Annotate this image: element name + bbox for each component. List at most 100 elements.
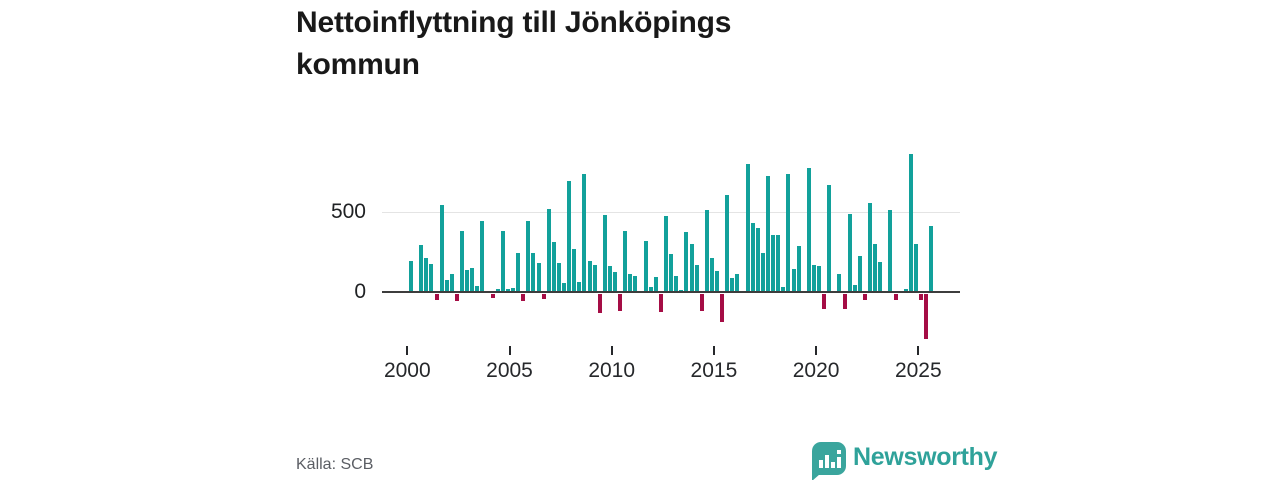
bar-2008Q3 — [582, 173, 587, 293]
logo-exclamation-dot-icon — [837, 450, 841, 454]
x-tick-2005 — [508, 346, 511, 355]
bar-2009Q3 — [602, 215, 607, 293]
bar-2003Q1 — [470, 267, 475, 293]
bar-2017Q1 — [755, 228, 760, 293]
bar-2006Q4 — [546, 208, 551, 293]
logo-bubble-tail — [812, 474, 820, 480]
bar-2004Q1 — [490, 294, 495, 299]
bar-2004Q4 — [505, 288, 510, 293]
bar-2022Q1 — [857, 255, 862, 293]
bar-2005Q3 — [521, 294, 526, 302]
bar-2010Q2 — [618, 294, 623, 311]
bar-2011Q4 — [648, 287, 653, 293]
bar-2016Q4 — [750, 223, 755, 293]
bar-2018Q3 — [786, 173, 791, 293]
bar-2022Q2 — [862, 294, 867, 301]
x-tick-2020 — [815, 346, 818, 355]
bar-2012Q4 — [669, 254, 674, 293]
bar-2011Q1 — [633, 275, 638, 293]
bar-2009Q2 — [597, 294, 602, 313]
bar-2019Q3 — [806, 168, 811, 293]
bar-2014Q1 — [694, 265, 699, 293]
bar-2014Q3 — [704, 210, 709, 293]
gridline-500 — [382, 212, 960, 213]
bar-2004Q3 — [500, 231, 505, 293]
bar-2007Q4 — [567, 181, 572, 293]
bar-2001Q3 — [439, 204, 444, 293]
bar-2010Q3 — [623, 230, 628, 293]
bar-2000Q4 — [424, 258, 429, 293]
x-tick-label-2020: 2020 — [792, 359, 840, 382]
bar-2017Q3 — [766, 176, 770, 293]
bar-2001Q1 — [429, 263, 434, 293]
bar-2017Q2 — [760, 253, 765, 293]
bar-2017Q4 — [771, 235, 776, 293]
bar-2023Q3 — [888, 210, 893, 293]
bar-2023Q1 — [878, 262, 883, 293]
bar-2019Q4 — [811, 264, 816, 293]
brand-wordmark: Newsworthy — [853, 443, 998, 471]
bar-2024Q2 — [903, 288, 908, 293]
y-axis-label-0: 0 — [354, 280, 366, 303]
bar-2014Q2 — [699, 294, 704, 311]
bar-2021Q3 — [847, 213, 852, 293]
bar-2012Q3 — [664, 216, 668, 293]
bar-2018Q4 — [791, 268, 796, 293]
bar-2005Q4 — [526, 220, 531, 293]
bar-2009Q4 — [607, 266, 612, 293]
bar-2006Q1 — [531, 253, 536, 293]
bar-2025Q1 — [919, 294, 923, 301]
bar-2015Q1 — [715, 271, 719, 293]
bar-2008Q1 — [572, 249, 577, 293]
bar-2001Q2 — [434, 294, 439, 300]
bar-2006Q2 — [536, 263, 541, 293]
bar-2005Q1 — [511, 288, 515, 293]
bar-2010Q1 — [613, 271, 617, 293]
x-tick-2015 — [712, 346, 715, 355]
bar-2009Q1 — [592, 264, 597, 293]
logo-bar-icon — [831, 462, 835, 468]
bar-2020Q1 — [817, 266, 821, 293]
bar-2020Q3 — [827, 185, 832, 293]
bar-2007Q2 — [556, 263, 561, 293]
bar-2015Q3 — [725, 194, 730, 293]
bar-2006Q3 — [541, 294, 546, 299]
bar-2002Q3 — [460, 231, 464, 293]
bar-2002Q2 — [454, 294, 459, 302]
bar-2016Q3 — [745, 164, 750, 293]
bar-2002Q4 — [465, 269, 470, 293]
bar-2018Q2 — [781, 287, 786, 293]
bar-2021Q2 — [842, 294, 847, 310]
bar-2013Q4 — [689, 243, 694, 293]
bar-2013Q1 — [674, 275, 679, 293]
x-tick-label-2005: 2005 — [486, 359, 533, 382]
bar-2007Q1 — [551, 241, 556, 293]
bar-2001Q4 — [444, 280, 449, 293]
logo-bar-icon — [825, 455, 829, 468]
bar-2021Q1 — [837, 273, 842, 293]
x-tick-label-2015: 2015 — [690, 359, 738, 382]
bar-2018Q1 — [776, 234, 781, 293]
x-tick-label-2025: 2025 — [894, 359, 942, 382]
x-axis-zero-line — [382, 291, 960, 293]
x-tick-2000 — [406, 346, 409, 355]
logo-exclamation-icon — [837, 457, 841, 468]
bar-2003Q3 — [480, 220, 485, 293]
x-tick-2010 — [610, 346, 613, 355]
newsworthy-bubble-icon — [812, 442, 846, 475]
bar-2003Q2 — [475, 285, 480, 293]
source-note: Källa: SCB — [296, 456, 374, 473]
bar-2019Q1 — [796, 246, 801, 293]
bar-2000Q1 — [409, 261, 413, 293]
bar-2010Q4 — [628, 273, 633, 293]
y-axis-label-500: 500 — [330, 200, 366, 223]
bar-2008Q4 — [587, 260, 592, 293]
chart-title: Nettoinflyttning till Jönköpings kommun — [296, 6, 732, 81]
bar-2022Q3 — [868, 203, 872, 293]
bar-2002Q1 — [449, 273, 454, 293]
logo-bar-icon — [819, 460, 823, 468]
bar-2025Q2 — [924, 294, 929, 340]
bar-2011Q3 — [643, 241, 648, 293]
